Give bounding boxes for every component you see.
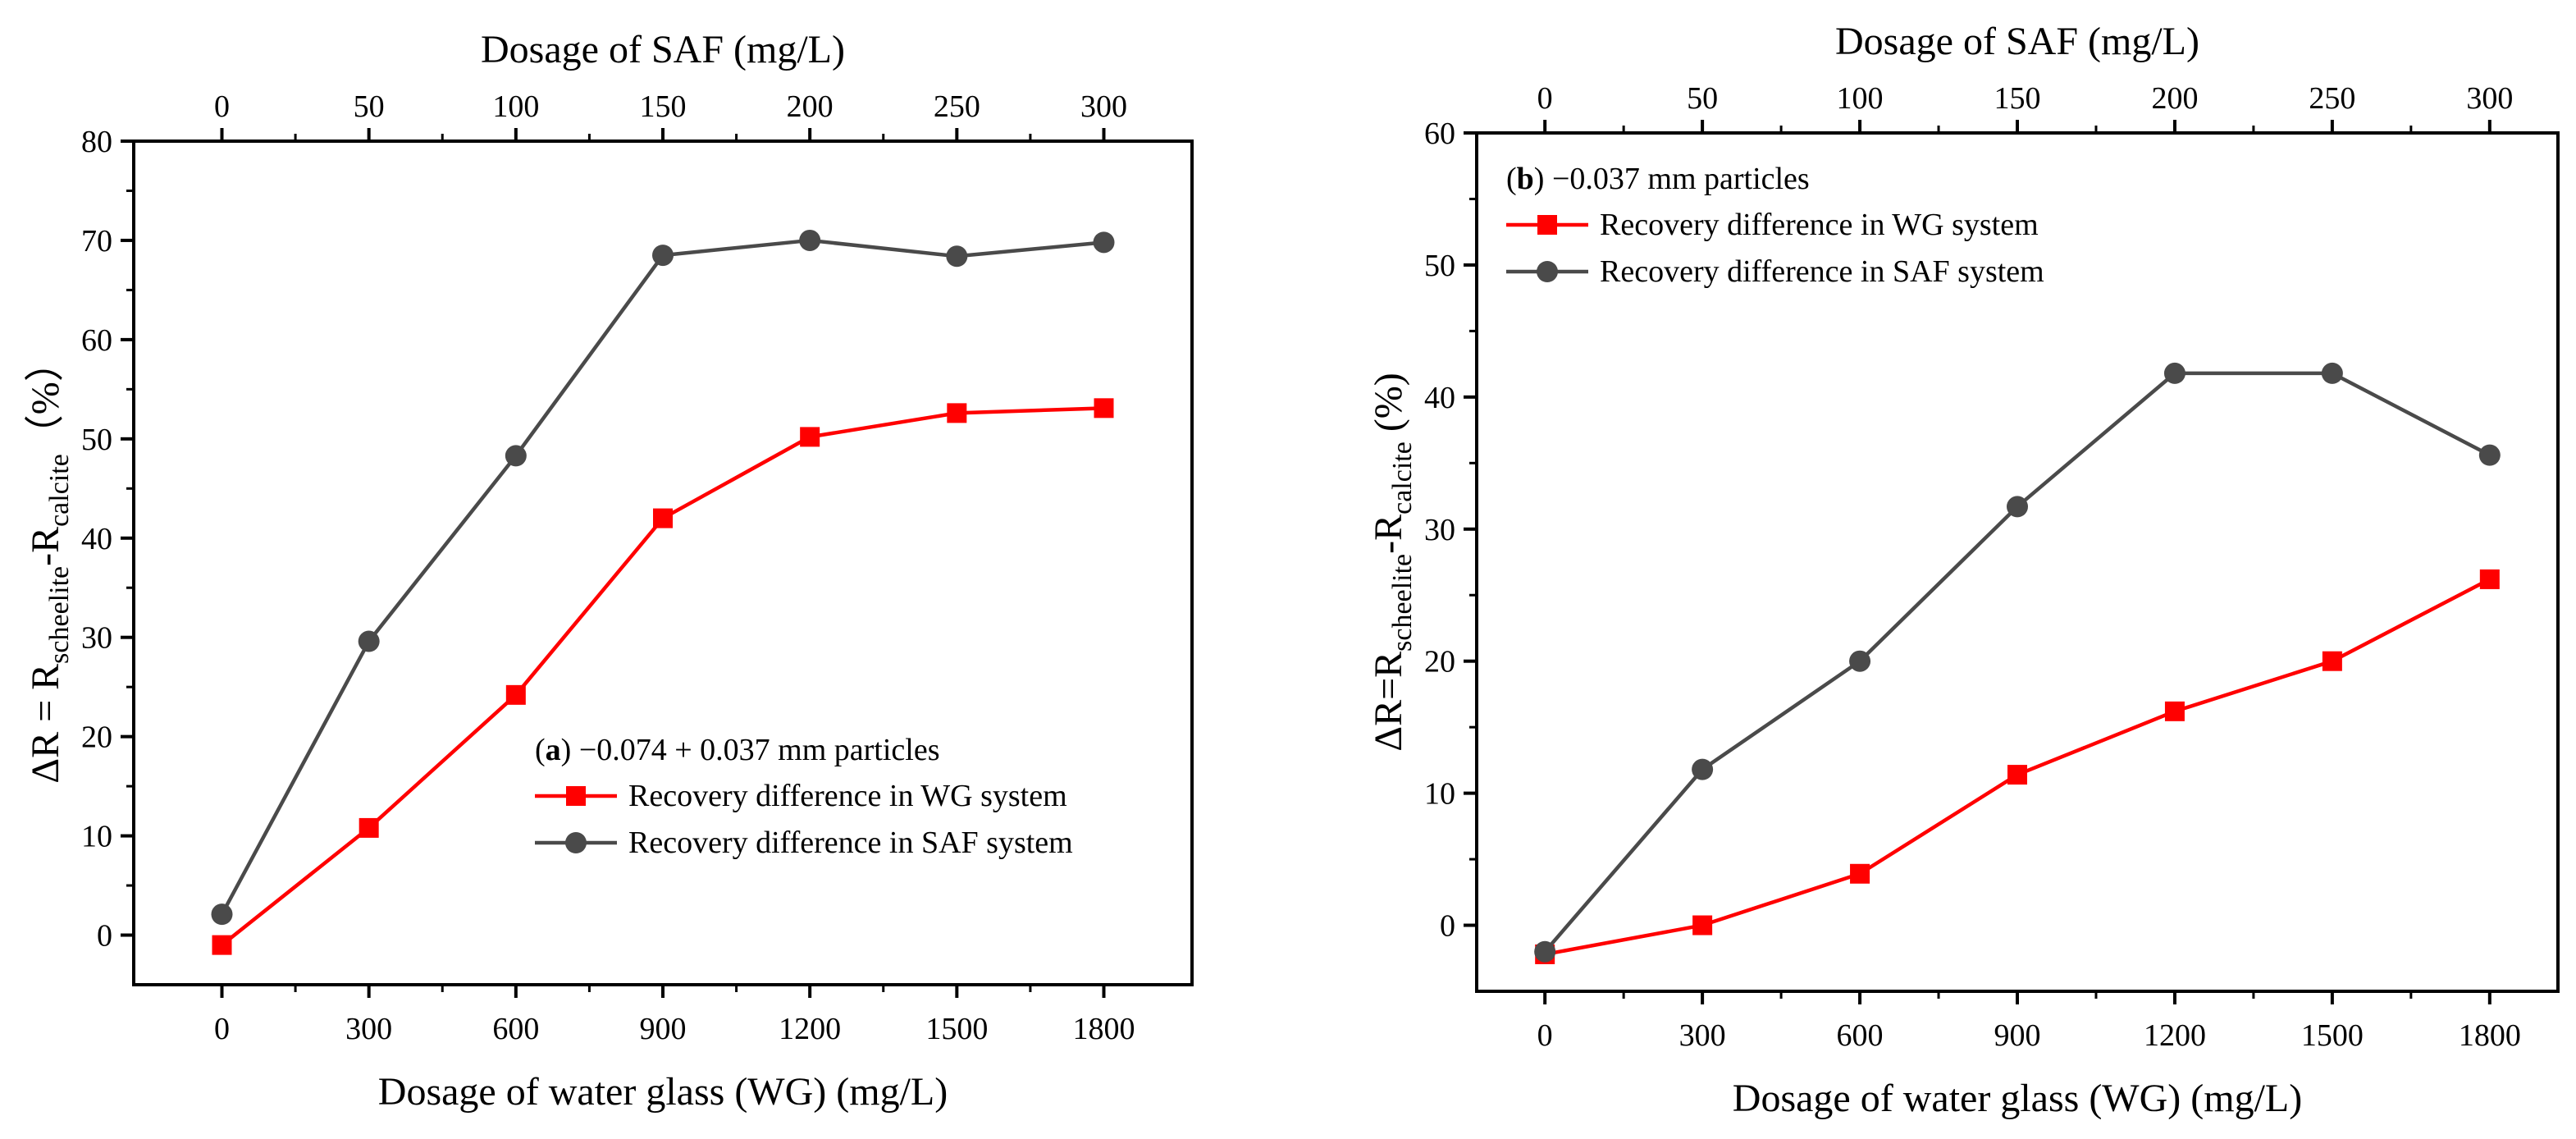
chart-panel-a: 0030050600100900150120020015002501800300…: [24, 28, 1194, 1114]
data-point-wg: [2164, 701, 2185, 721]
x2-tick-label: 100: [1837, 81, 1884, 116]
legend: (b) −0.037 mm particles Recovery differen…: [1506, 162, 2044, 289]
x-tick-label: 900: [1994, 1018, 2041, 1053]
x2-tick-label: 0: [214, 89, 230, 124]
x2-tick-label: 50: [354, 89, 385, 124]
y-tick-label: 20: [81, 720, 112, 755]
legend-marker: [565, 832, 587, 853]
data-point-saf: [358, 630, 380, 652]
data-point-wg: [359, 817, 379, 838]
x2-tick-label: 300: [1080, 89, 1127, 124]
y-tick-label: 50: [1424, 249, 1455, 283]
data-point-saf: [652, 245, 674, 267]
y-tick-label: 60: [81, 323, 112, 358]
data-point-saf: [505, 445, 527, 467]
x2-tick-label: 250: [2309, 81, 2355, 116]
y-tick-label: 40: [81, 522, 112, 556]
data-point-wg: [800, 427, 820, 447]
x-tick-label: 300: [345, 1012, 392, 1046]
data-point-wg: [2322, 651, 2342, 671]
data-point-wg: [1094, 398, 1114, 419]
y-tick-label: 20: [1424, 645, 1455, 679]
x-tick-label: 0: [214, 1012, 230, 1046]
x-tick-label: 0: [1537, 1018, 1553, 1053]
data-point-wg: [1850, 863, 1870, 884]
data-point-saf: [946, 245, 968, 268]
legend-entry-saf: Recovery difference in SAF system: [1506, 254, 2044, 289]
data-point-saf: [2321, 362, 2343, 384]
data-point-saf: [799, 229, 821, 251]
x-tick-label: 1800: [1073, 1012, 1135, 1046]
data-point-saf: [1093, 231, 1115, 254]
panel-annotation: (b) −0.037 mm particles: [1506, 162, 1810, 196]
y-tick-label: 70: [81, 224, 112, 258]
data-point-wg: [1692, 915, 1713, 935]
legend: (a) −0.074 + 0.037 mm particles Recovery …: [535, 733, 1073, 860]
x2-axis-title: Dosage of SAF (mg/L): [1835, 20, 2199, 63]
data-point-wg: [2479, 569, 2500, 589]
x-tick-label: 600: [1837, 1018, 1884, 1053]
x2-tick-label: 200: [787, 89, 834, 124]
data-point-wg: [212, 935, 232, 955]
legend-marker: [1537, 261, 1558, 282]
data-point-wg: [653, 508, 673, 528]
chart-panel-b: 0030050600100900150120020015002501800300…: [1367, 20, 2560, 1120]
y-tick-label: 30: [81, 621, 112, 656]
x-tick-label: 600: [492, 1012, 539, 1046]
legend-entry-wg: Recovery difference in WG system: [1506, 208, 2039, 242]
y-tick-label: 40: [1424, 381, 1455, 415]
legend-label: Recovery difference in SAF system: [628, 826, 1073, 860]
data-point-wg: [505, 684, 526, 705]
data-point-wg: [2007, 765, 2027, 785]
data-point-saf: [2163, 362, 2185, 384]
y-tick-label: 60: [1424, 117, 1455, 151]
x-tick-label: 1800: [2459, 1018, 2521, 1053]
legend-label: Recovery difference in WG system: [1600, 208, 2039, 242]
data-point-saf: [1534, 940, 1556, 963]
x2-tick-label: 250: [934, 89, 980, 124]
legend-label: Recovery difference in WG system: [628, 779, 1067, 813]
series-line-saf: [1543, 371, 2491, 954]
data-point-saf: [211, 903, 233, 926]
x2-tick-label: 0: [1537, 81, 1553, 116]
y-tick-label: 10: [81, 820, 112, 854]
legend-marker: [1537, 215, 1557, 235]
x-tick-label: 300: [1679, 1018, 1726, 1053]
x2-tick-label: 100: [492, 89, 539, 124]
panel-annotation: (a) −0.074 + 0.037 mm particles: [535, 733, 940, 767]
x-axis-title: Dosage of water glass (WG) (mg/L): [1733, 1077, 2302, 1120]
x2-tick-label: 300: [2466, 81, 2513, 116]
x2-tick-label: 200: [2151, 81, 2198, 116]
x-tick-label: 900: [640, 1012, 687, 1046]
x2-axis-title: Dosage of SAF (mg/L): [481, 28, 845, 71]
x-axis-title: Dosage of water glass (WG) (mg/L): [378, 1070, 948, 1114]
legend-entry-saf: Recovery difference in SAF system: [535, 826, 1073, 860]
y-tick-label: 0: [97, 919, 112, 954]
legend-marker: [566, 786, 586, 806]
y-tick-label: 30: [1424, 513, 1455, 547]
y-tick-label: 80: [81, 125, 112, 159]
data-point-wg: [947, 403, 967, 423]
y-tick-label: 0: [1440, 909, 1455, 944]
y-axis-title: ΔR = Rscheelite-Rcalcite（%）: [24, 342, 75, 784]
data-point-saf: [2478, 444, 2501, 466]
y-tick-label: 10: [1424, 777, 1455, 812]
x2-tick-label: 50: [1687, 81, 1718, 116]
x-tick-label: 1500: [2301, 1018, 2364, 1053]
y-tick-label: 50: [81, 423, 112, 457]
legend-entry-wg: Recovery difference in WG system: [535, 779, 1067, 813]
x-tick-label: 1200: [779, 1012, 841, 1046]
data-point-saf: [1692, 758, 1714, 780]
series-line-wg: [221, 406, 1104, 947]
x2-tick-label: 150: [640, 89, 687, 124]
x-tick-label: 1500: [925, 1012, 988, 1046]
y-axis-title: ΔR=Rscheelite-Rcalcite (%): [1367, 373, 1418, 752]
x2-tick-label: 150: [1994, 81, 2041, 116]
x-tick-label: 1200: [2144, 1018, 2206, 1053]
data-point-saf: [2007, 496, 2028, 518]
legend-label: Recovery difference in SAF system: [1600, 254, 2044, 289]
data-point-saf: [1849, 650, 1871, 672]
